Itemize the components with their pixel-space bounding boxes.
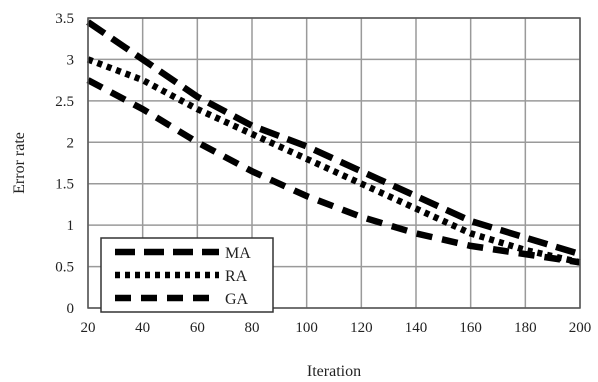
x-tick-label: 100 [295, 320, 318, 336]
legend: MA RA GA [100, 237, 274, 313]
y-tick-label: 1.5 [55, 177, 74, 193]
x-axis-ticks: 20 40 60 80 100 120 140 160 180 200 [81, 320, 592, 336]
y-tick-label: 2 [67, 135, 75, 151]
x-tick-label: 180 [514, 320, 537, 336]
plot-frame [87, 17, 581, 309]
series-line-ra [86, 56, 581, 266]
x-tick-label: 160 [459, 320, 482, 336]
x-tick-label: 60 [190, 320, 205, 336]
x-tick-label: 20 [81, 320, 96, 336]
legend-label-ra: RA [225, 268, 248, 285]
series-line-ga [86, 77, 581, 266]
legend-label-ga: GA [225, 291, 249, 308]
x-tick-label: 200 [569, 320, 592, 336]
y-tick-label: 3.5 [55, 11, 74, 27]
y-axis-title: Error rate [11, 132, 28, 194]
x-tick-label: 120 [350, 320, 373, 336]
y-tick-label: 2.5 [55, 94, 74, 110]
x-axis-title: Iteration [307, 363, 361, 380]
x-tick-label: 40 [135, 320, 150, 336]
series-line-ma [86, 19, 581, 258]
y-axis-ticks: 0 0.5 1 1.5 2 2.5 3 3.5 [55, 11, 74, 317]
y-tick-label: 0.5 [55, 260, 74, 276]
legend-items: MA RA GA [115, 245, 251, 308]
legend-label-ma: MA [225, 245, 251, 262]
y-tick-label: 3 [67, 52, 75, 68]
y-tick-label: 0 [67, 301, 75, 317]
x-tick-label: 140 [405, 320, 428, 336]
series-lines [86, 19, 581, 266]
y-tick-label: 1 [67, 218, 75, 234]
x-tick-label: 80 [245, 320, 260, 336]
